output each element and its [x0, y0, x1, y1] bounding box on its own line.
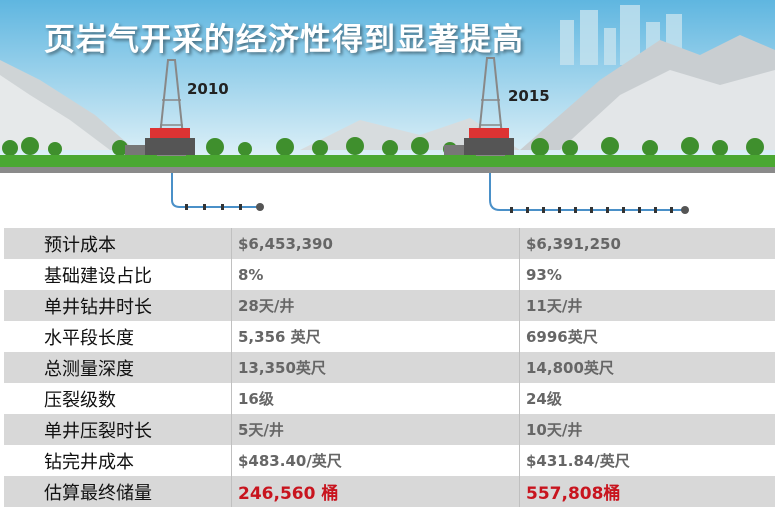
value-2015: 93% — [526, 265, 562, 284]
row-label: 单井钻井时长 — [4, 290, 232, 321]
value-2010: $6,453,390 — [232, 228, 520, 259]
value-2015: 6996英尺 — [526, 328, 598, 346]
table-row: 基础建设占比 8% 93% — [4, 259, 775, 290]
value-2015: $6,391,250 — [526, 234, 621, 253]
value-2015: $431.84/英尺 — [526, 452, 630, 470]
year-label-2010: 2010 — [187, 80, 229, 98]
value-2015: 10天/井 — [526, 421, 583, 439]
drilling-rig-2010 — [125, 59, 264, 211]
value-2015: 11天/井 — [526, 297, 583, 315]
row-label: 单井压裂时长 — [4, 414, 232, 445]
value-2015: 24级 — [526, 390, 562, 408]
table-row: 单井钻井时长 28天/井 11天/井 — [4, 290, 775, 321]
table-row: 单井压裂时长 5天/井 10天/井 — [4, 414, 775, 445]
row-label: 钻完井成本 — [4, 445, 232, 476]
row-label: 压裂级数 — [4, 383, 232, 414]
value-2010: 8% — [232, 259, 520, 290]
row-label: 总测量深度 — [4, 352, 232, 383]
table-row: 压裂级数 16级 24级 — [4, 383, 775, 414]
value-2010: $483.40/英尺 — [232, 445, 520, 476]
table-row: 水平段长度 5,356 英尺 6996英尺 — [4, 321, 775, 352]
value-2010: 28天/井 — [232, 290, 520, 321]
row-label: 预计成本 — [4, 228, 232, 259]
row-label: 估算最终储量 — [4, 476, 232, 507]
row-label: 水平段长度 — [4, 321, 232, 352]
value-2010: 5,356 英尺 — [232, 321, 520, 352]
landscape-graphic — [0, 0, 775, 214]
header-illustration: 页岩气开采的经济性得到显著提高 2010 2015 — [0, 0, 775, 225]
table-row: 总测量深度 13,350英尺 14,800英尺 — [4, 352, 775, 383]
comparison-table: 预计成本 $6,453,390 $6,391,250 基础建设占比 8% 93%… — [4, 228, 775, 507]
year-label-2015: 2015 — [508, 87, 550, 105]
table-row: 估算最终储量 246,560 桶 557,808桶 — [4, 476, 775, 507]
drilling-rig-2015 — [444, 57, 689, 214]
table-row: 预计成本 $6,453,390 $6,391,250 — [4, 228, 775, 259]
page-title: 页岩气开采的经济性得到显著提高 — [44, 22, 524, 58]
row-label: 基础建设占比 — [4, 259, 232, 290]
value-2015: 14,800英尺 — [526, 359, 614, 377]
value-2010: 13,350英尺 — [232, 352, 520, 383]
table-row: 钻完井成本 $483.40/英尺 $431.84/英尺 — [4, 445, 775, 476]
value-2010-highlight: 246,560 桶 — [232, 476, 520, 507]
value-2015-highlight: 557,808桶 — [526, 484, 621, 504]
value-2010: 5天/井 — [232, 414, 520, 445]
value-2010: 16级 — [232, 383, 520, 414]
